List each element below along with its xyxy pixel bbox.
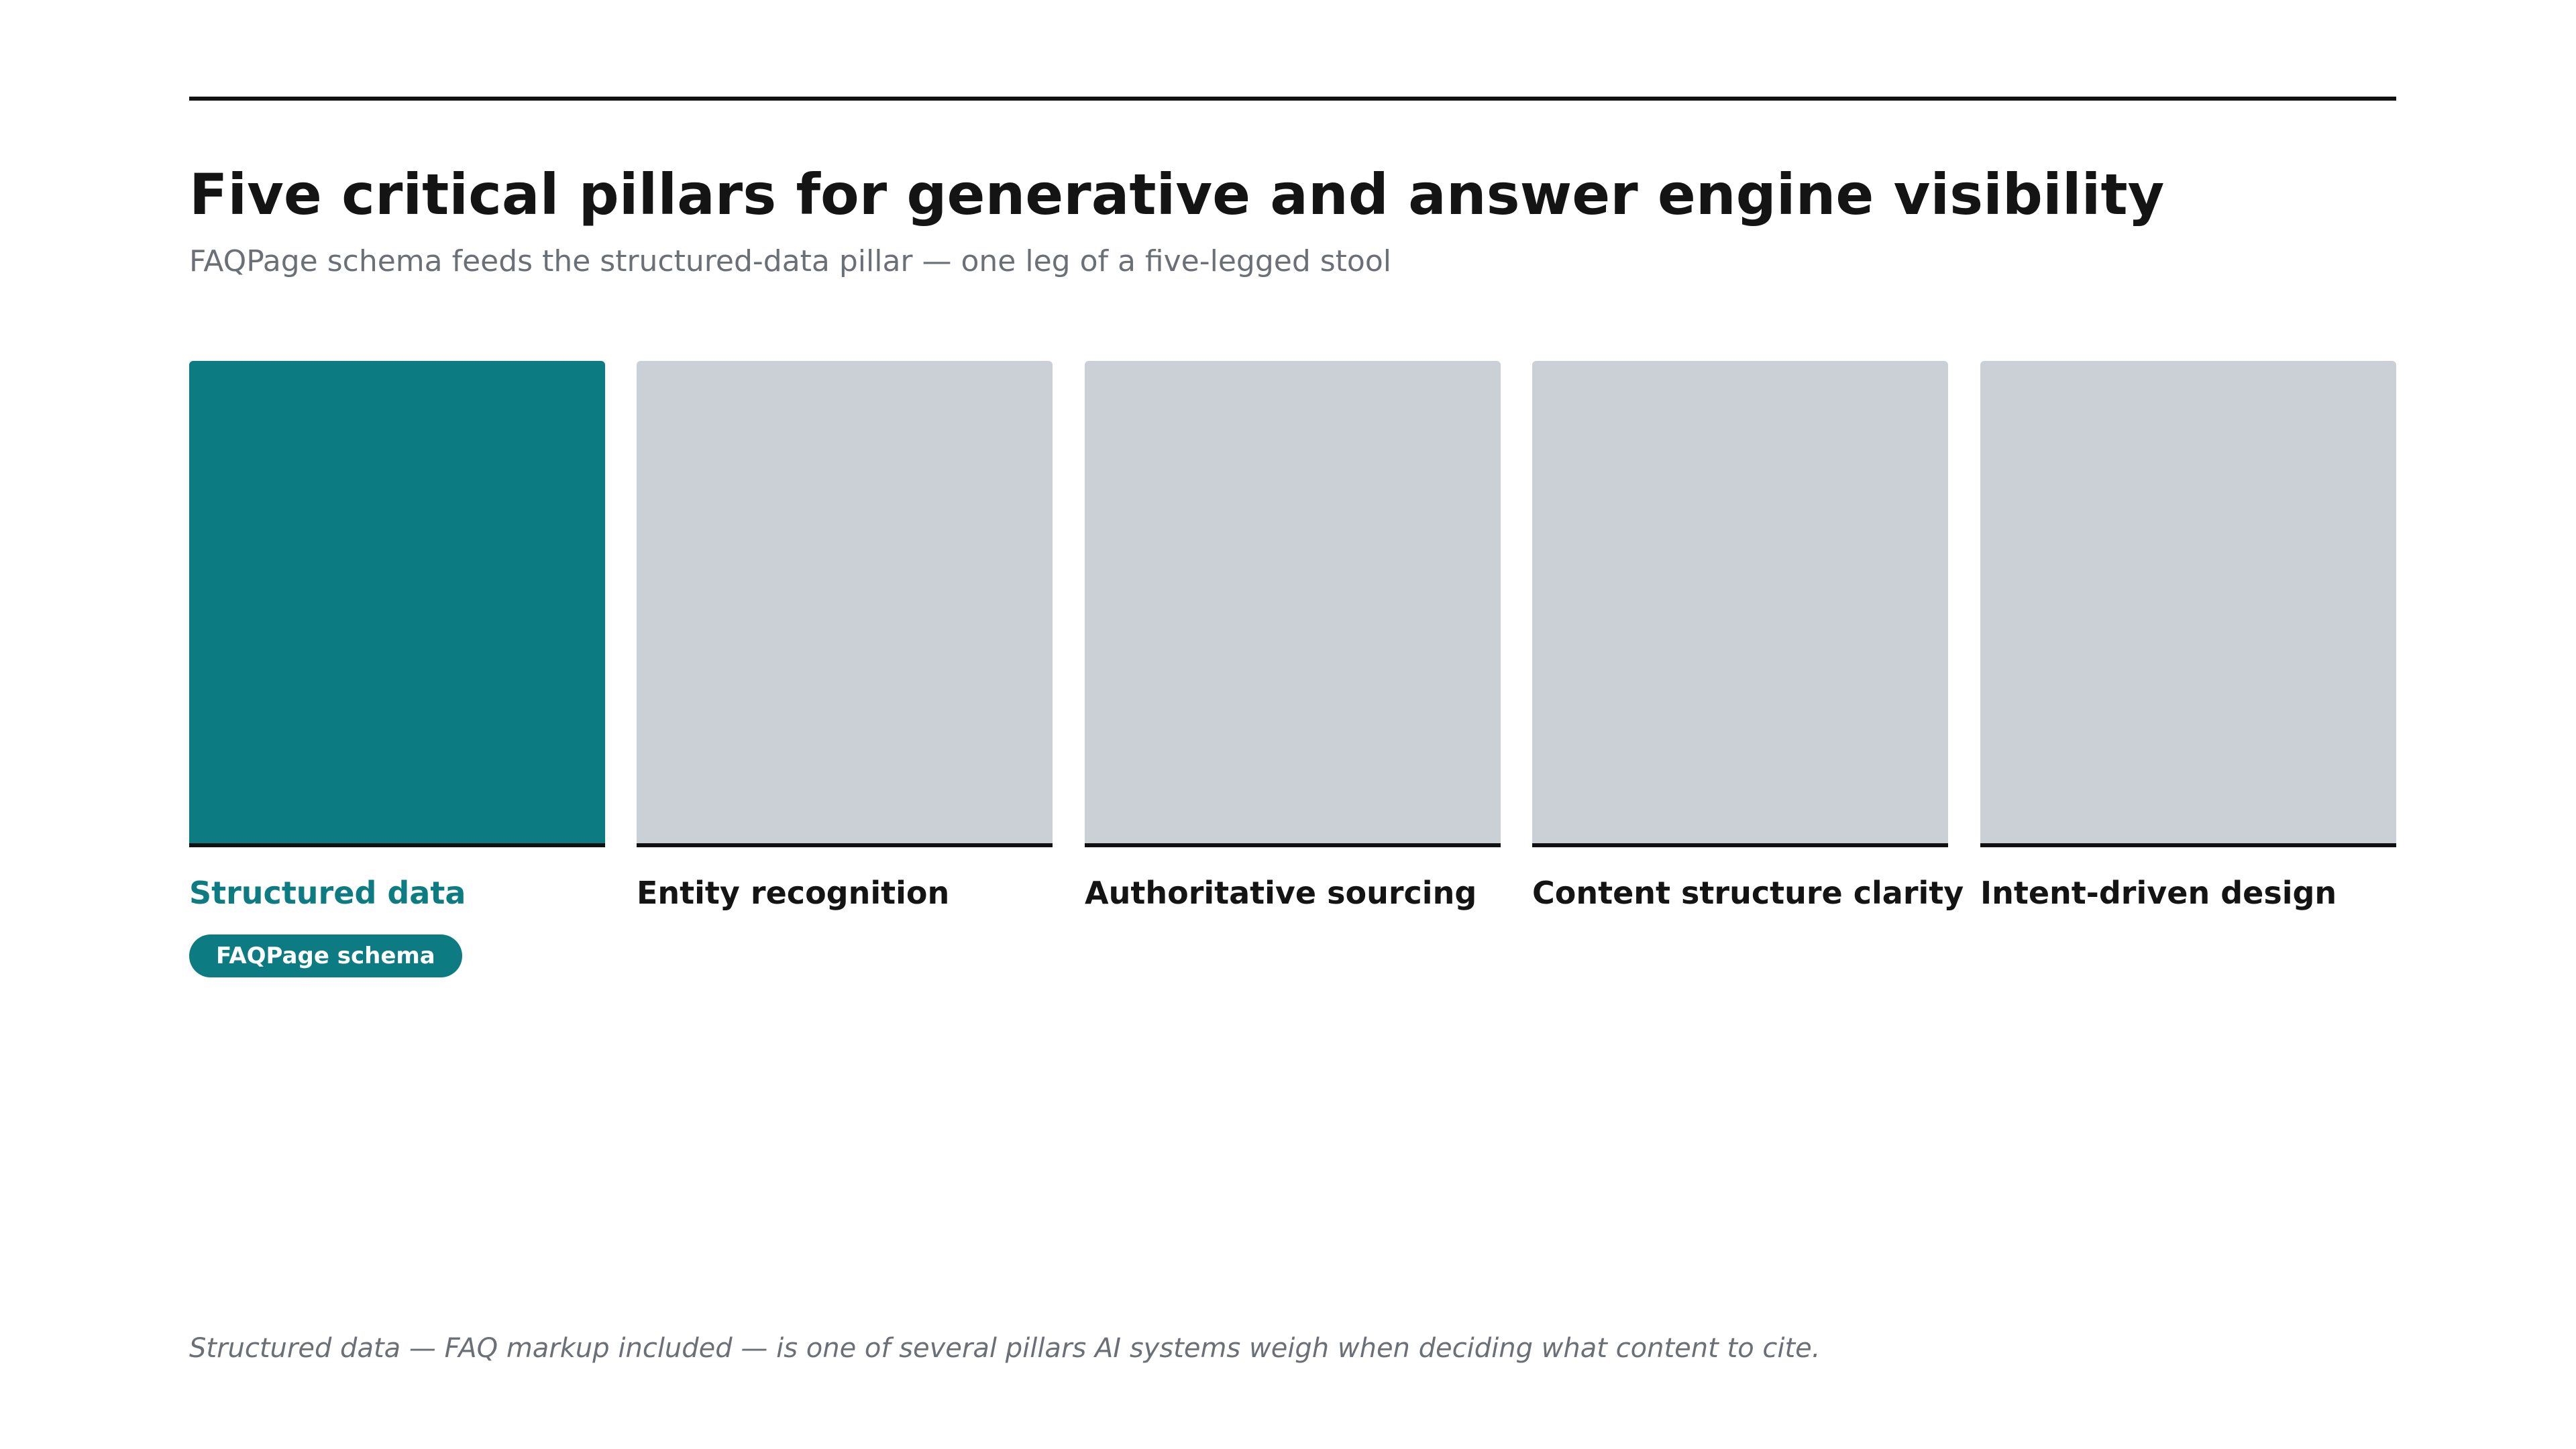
pillar-label: Authoritative sourcing <box>1085 875 1477 911</box>
pillar-content-structure-clarity: Content structure clarity <box>1532 361 1964 912</box>
pillar-authoritative-sourcing: Authoritative sourcing <box>1085 361 1501 912</box>
faqpage-schema-badge: FAQPage schema <box>189 934 462 977</box>
pillar-label: Intent-driven design <box>1980 875 2337 911</box>
pillars-diagram: Structured data FAQPage schema Entity re… <box>189 361 2396 998</box>
pillar-block <box>1085 361 1501 847</box>
pillar-label: Entity recognition <box>637 875 950 911</box>
pillar-structured-data: Structured data FAQPage schema <box>189 361 605 977</box>
page-title: Five critical pillars for generative and… <box>189 162 2165 227</box>
pillar-block <box>1980 361 2396 847</box>
pillar-entity-recognition: Entity recognition <box>637 361 1053 912</box>
pillar-block <box>637 361 1053 847</box>
top-rule <box>189 97 2396 101</box>
pillar-label: Content structure clarity <box>1532 875 1964 911</box>
pillar-block <box>1532 361 1948 847</box>
page-subtitle: FAQPage schema feeds the structured-data… <box>189 244 1391 278</box>
pillar-block <box>189 361 605 847</box>
pillar-label: Structured data <box>189 875 466 911</box>
pillar-intent-driven-design: Intent-driven design <box>1980 361 2396 912</box>
footnote: Structured data — FAQ markup included — … <box>189 1333 1821 1364</box>
